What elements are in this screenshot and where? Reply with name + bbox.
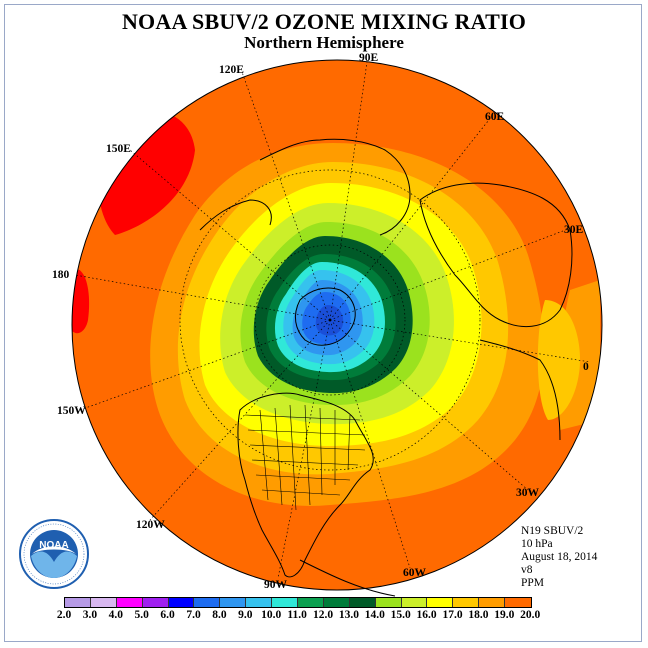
colorbar-tick-label: 14.0 — [364, 609, 385, 621]
colorbar-swatch — [168, 598, 195, 607]
colorbar-tick-label: 16.0 — [416, 609, 437, 621]
lon-label-90w: 90W — [264, 579, 288, 591]
colorbar-tick-label: 5.0 — [134, 609, 149, 621]
version-label: v8 — [521, 564, 533, 576]
colorbar-tick-label: 9.0 — [238, 609, 253, 621]
meridian-150w — [79, 319, 331, 411]
date-label: August 18, 2014 — [521, 551, 598, 563]
units-label: PPM — [521, 577, 545, 589]
colorbar-swatch — [453, 598, 480, 607]
colorbar-tick-label: 20.0 — [520, 609, 541, 621]
colorbar-swatch — [505, 598, 532, 607]
colorbar-swatch — [401, 598, 428, 607]
colorbar-swatch — [427, 598, 454, 607]
colorbar-swatch — [298, 598, 324, 607]
map-boundary — [71, 59, 603, 591]
meridian-30e — [329, 228, 569, 321]
colorbar-tick-label: 12.0 — [312, 609, 334, 621]
latitude-circle-outer — [179, 169, 481, 471]
colorbar-swatch — [479, 598, 506, 607]
colorbar-tick-label: 13.0 — [338, 609, 359, 621]
lon-label-30e: 30E — [564, 224, 584, 236]
colorbar-swatch — [116, 598, 143, 607]
logo-text: NOAA — [39, 540, 68, 551]
meridian-120w — [149, 319, 331, 521]
meridian-60e — [329, 115, 493, 321]
us-state-grid — [244, 404, 366, 511]
colorbar-tick-label: 3.0 — [82, 609, 98, 621]
lon-label-60w: 60W — [403, 567, 427, 579]
metadata-block: N19 SBUV/2 10 hPa August 18, 2014 v8 PPM — [521, 525, 597, 590]
latitude-circle-inner — [254, 244, 406, 396]
central-america-outline — [299, 559, 396, 597]
colorbar-ticks: 2.0 3.0 4.0 5.0 6.0 7.0 8.0 9.0 10.0 11.0 12.0 13.0… — [0, 609, 648, 625]
colorbar-swatch — [349, 598, 376, 607]
colorbar-tick-label: 10.0 — [261, 609, 282, 621]
greenland-arctic-outline — [294, 287, 356, 346]
figure-frame — [4, 4, 642, 642]
colorbar-tick-label: 6.0 — [160, 609, 175, 621]
lon-label-60e: 60E — [485, 111, 505, 123]
colorbar-swatch — [65, 598, 91, 607]
meridian-60w — [329, 319, 411, 569]
meridian-180 — [74, 274, 331, 321]
meridian-30w — [329, 319, 529, 491]
east-siberia-outline — [199, 199, 272, 231]
colorbar-tick-label: 2.0 — [56, 609, 72, 621]
lon-label-90e: 90E — [359, 52, 379, 64]
lon-label-150e: 150E — [106, 143, 131, 155]
colorbar-tick-label: 17.0 — [442, 609, 463, 621]
europe-asia-outline — [419, 182, 573, 328]
noaa-logo: NOAA — [19, 519, 89, 589]
siberia-outline — [259, 138, 411, 236]
colorbar-tick-label: 19.0 — [494, 609, 515, 621]
colorbar-swatch — [194, 598, 221, 607]
lon-label-30w: 30W — [516, 487, 540, 499]
meridian-90e — [329, 61, 368, 321]
contour-16-east — [537, 300, 580, 420]
lon-label-120e: 120E — [219, 64, 244, 76]
colorbar-tick-label: 15.0 — [390, 609, 411, 621]
colorbar-swatch — [90, 598, 117, 607]
colorbar-tick-label: 11.0 — [287, 609, 307, 621]
colorbar-tick-label: 18.0 — [468, 609, 489, 621]
satellite-label: N19 SBUV/2 — [521, 525, 584, 537]
colorbar-tick-label: 7.0 — [186, 609, 201, 621]
colorbar-swatch — [246, 598, 273, 607]
lon-label-120w: 120W — [136, 519, 165, 531]
max-region-180 — [72, 268, 90, 334]
colorbar-swatch — [323, 598, 350, 607]
colorbar — [64, 597, 533, 608]
colorbar-swatch — [375, 598, 402, 607]
lon-label-0: 0 — [583, 361, 589, 373]
colorbar-swatch — [142, 598, 169, 607]
coastlines — [199, 138, 573, 597]
africa-outline — [479, 339, 561, 441]
colorbar-tick-label: 4.0 — [108, 609, 123, 621]
map-subtitle: Northern Hemisphere — [244, 33, 404, 52]
lon-label-150w: 150W — [57, 405, 86, 417]
pressure-level: 10 hPa — [521, 538, 553, 550]
colorbar-swatch — [220, 598, 247, 607]
map-title: NOAA SBUV/2 OZONE MIXING RATIO — [121, 9, 527, 34]
lon-label-180: 180 — [52, 269, 70, 281]
colorbar-swatch — [272, 598, 299, 607]
graticule — [74, 61, 591, 579]
colorbar-tick-label: 8.0 — [212, 609, 227, 621]
north-america-outline — [237, 392, 374, 578]
